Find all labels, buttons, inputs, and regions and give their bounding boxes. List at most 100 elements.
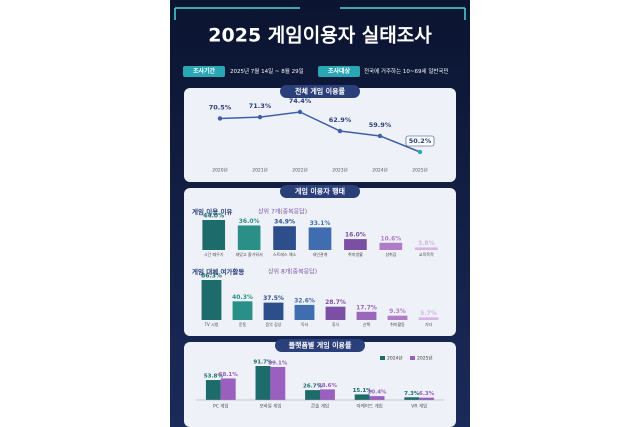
line [219,111,421,153]
panel-usage [184,88,456,182]
x-tick-label: 2022년 [292,167,308,174]
legend-swatch [380,356,385,360]
value-label: 62.9% [329,116,352,124]
x-tick-label: 취미활동 [390,321,405,327]
value-badge [405,135,435,147]
x-tick-label: 음악 감상 [266,321,282,327]
period-label: 조사기간 [193,67,216,75]
x-tick-label: 2025년 [412,167,428,174]
section-title: 전체 게임 이용률 [295,87,346,96]
value-label: 32.6% [294,297,315,304]
bar [354,394,370,400]
x-tick-label: 2024년 [372,167,388,174]
value-label: 10.4% [367,390,387,396]
bar [202,220,226,250]
x-tick-label: 콘솔 게임 [311,403,329,410]
bar [270,366,286,400]
section-title: 게임 이용자 행태 [295,187,345,196]
x-tick-label: 모바일 게임 [259,403,281,410]
legend-swatch [410,356,415,360]
title: 2025 게임이용자 실태조사 [208,25,432,47]
bar [232,301,253,320]
x-tick-label: PC 게임 [213,403,229,410]
bar [205,380,221,400]
x-tick-label: 취미생활 [348,251,363,257]
x-tick-label: 스트레스 해소 [273,251,297,257]
value-label: 58.1% [219,372,239,378]
value-label: 9.3% [389,308,406,315]
point [297,109,303,115]
x-tick-label: 휴식 [332,321,340,327]
value-label: 34.9% [274,219,295,226]
value-label: 5.7% [420,310,437,317]
value-label: 28.6% [318,383,338,389]
x-tick-label: 2021년 [252,167,268,174]
value-label: 6.3% [419,391,435,397]
x-tick-label: 재밌고 즐거워서 [236,251,263,257]
x-tick-label: 아케이드 게임 [356,403,382,410]
bar [419,397,435,400]
value-label: 89.1% [268,360,288,366]
value-label: 44.0% [203,213,224,220]
target: 전국에 거주하는 10~69세 일반국민 [364,67,449,75]
x-tick-label: 교육목적 [419,251,434,257]
bar [414,247,438,250]
value-label: 59.9% [369,121,392,129]
value-label: 50.2% [409,137,432,145]
bar [305,390,320,400]
period-pill [183,66,225,77]
value-label: 37.5% [263,295,284,302]
bar [220,378,236,400]
x-tick-label: 독서 [301,321,309,327]
point [377,133,383,139]
bar [237,225,261,250]
value-label: 53.8% [204,374,224,380]
bar [308,227,332,250]
legend-label: 2024년 [387,355,403,362]
x-tick-label: 성취감 [385,251,396,257]
section-pill [280,85,360,98]
x-tick-label: 2020년 [212,167,228,174]
value-label: 40.3% [232,294,253,301]
period: 2025년 7월 14일 ~ 8월 29일 [230,67,304,75]
value-label: 15.1% [353,388,373,394]
chart-subtitle: 상위 8개(중복응답) [268,268,317,276]
bar [379,242,403,250]
x-tick-label: 기타 [425,321,433,327]
bar [201,280,222,320]
value-label: 74.4% [289,97,312,105]
point [257,114,263,120]
section-pill [280,185,360,198]
value-label: 16.0% [345,232,366,239]
bar [387,315,408,320]
x-tick-label: TV 시청 [204,321,219,327]
chart-title: 게임 대체 여가활동 [192,267,244,276]
point [417,149,423,155]
value-label: 7.3% [404,391,420,397]
bar [294,304,315,320]
chart-subtitle: 상위 7개(중복응답) [258,208,307,216]
value-label: 86.3% [201,273,222,280]
bar [320,389,335,400]
value-label: 3.8% [418,240,435,247]
bar [344,239,367,250]
value-label: 17.7% [356,304,377,311]
value-label: 26.7% [303,384,323,390]
x-tick-label: 시간 때우기 [204,251,224,257]
bar [325,306,346,320]
target-pill [318,66,360,77]
frame-decor [174,7,466,20]
section-pill [275,339,365,352]
panel-platform [184,342,456,427]
point [217,116,223,121]
section-title: 플랫폼별 게임 이용률 [289,341,352,350]
x-tick-label: 운동 [239,322,247,327]
x-tick-label: 대인관계 [313,251,328,257]
legend-label: 2025년 [417,355,433,362]
bar [404,397,420,400]
x-tick-label: 2023년 [332,167,348,174]
panel-behavior [184,188,456,336]
bar [255,366,271,400]
value-label: 36.0% [239,218,260,225]
